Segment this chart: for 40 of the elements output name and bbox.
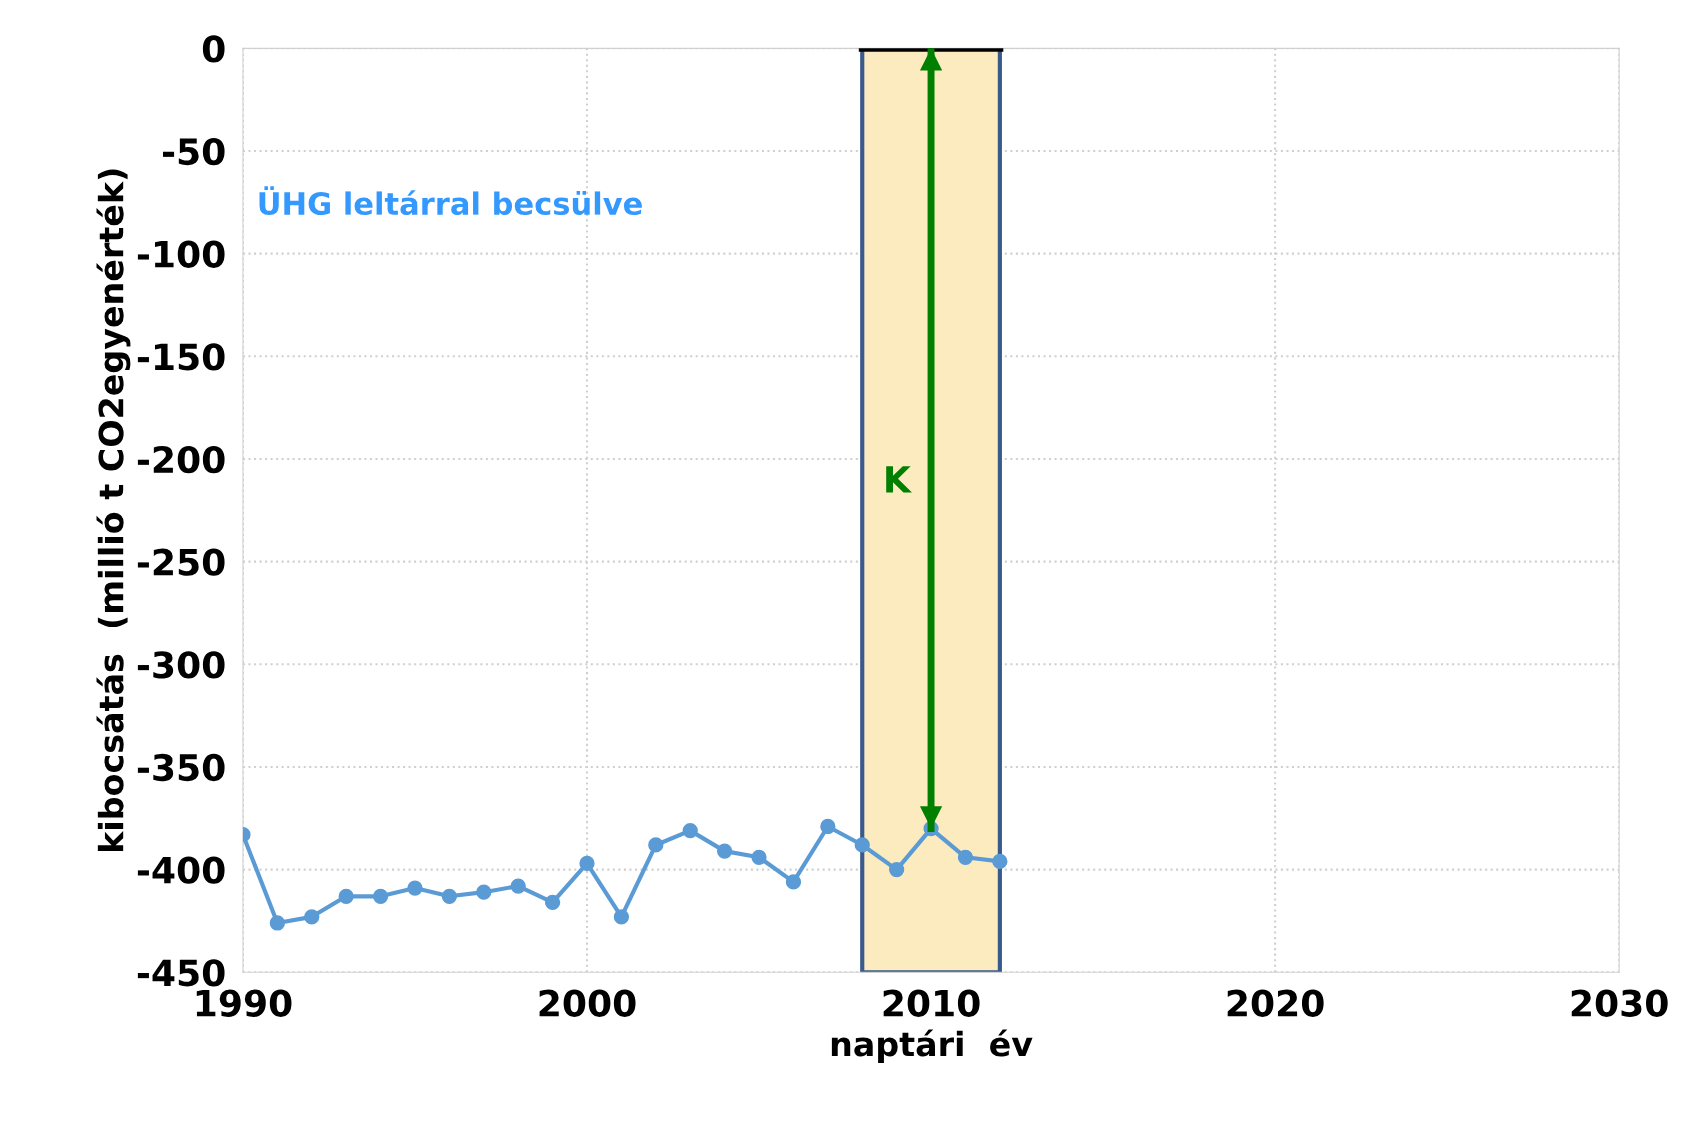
y-tick-label: -400	[137, 856, 225, 884]
y-tick-label: -450	[137, 959, 225, 987]
x-tick-label: 1990	[196, 989, 292, 1017]
point	[957, 849, 974, 865]
x-tick-label: 2010	[883, 989, 980, 1017]
y-tick-label: -250	[137, 548, 225, 576]
point	[716, 843, 733, 859]
point	[269, 915, 286, 931]
point	[304, 909, 320, 925]
y-tick-label: 0	[202, 35, 225, 63]
point	[820, 818, 836, 835]
y-tick-label: -150	[137, 343, 225, 371]
x-axis-title: naptári év	[831, 1029, 1033, 1064]
point	[476, 884, 492, 900]
point	[648, 837, 664, 853]
point	[992, 853, 1008, 870]
text: ÜHG leltárral becsülve	[259, 186, 642, 216]
annotation: K	[886, 466, 912, 493]
x-tick-label: 2030	[1571, 989, 1668, 1017]
point	[579, 855, 595, 872]
point	[372, 888, 389, 904]
point	[544, 894, 561, 911]
point	[854, 837, 870, 853]
y-tick-label: -350	[137, 753, 225, 782]
point	[338, 888, 354, 904]
y-tick-label: -50	[163, 137, 225, 166]
point	[613, 909, 630, 925]
point	[751, 849, 767, 865]
point	[441, 888, 458, 904]
x-tick-label: 2020	[1227, 989, 1324, 1017]
y-tick-label: -300	[137, 651, 225, 679]
y-tick-label: -200	[137, 445, 225, 474]
x-tick-label: 2000	[539, 989, 636, 1017]
point	[785, 874, 802, 890]
point	[510, 878, 526, 894]
point	[682, 822, 698, 839]
point	[407, 880, 423, 896]
y-axis-title: kibocsátás (millió t CO2egyenérték)	[96, 169, 131, 852]
point	[889, 861, 905, 878]
y-tick-label: -100	[137, 240, 225, 268]
